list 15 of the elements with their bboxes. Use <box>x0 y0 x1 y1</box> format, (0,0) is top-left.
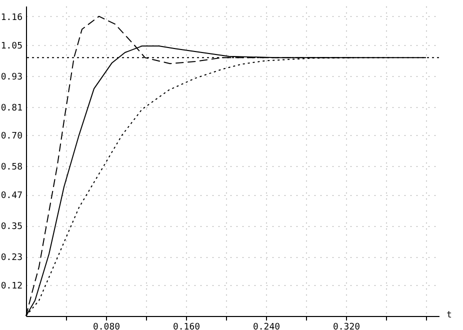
y-tick-label: 0.70 <box>0 132 22 142</box>
y-tick-label: 0.35 <box>0 222 22 232</box>
y-tick-label: 0.23 <box>0 253 22 264</box>
y-tick-label: 0.47 <box>0 191 22 202</box>
y-tick-label: 0.81 <box>0 103 22 114</box>
x-tick-label: 0.240 <box>252 322 280 330</box>
x-tick-label: 0.080 <box>92 322 120 330</box>
y-tick-label: 1.05 <box>0 41 22 52</box>
x-tick-label: 0.320 <box>332 322 360 330</box>
x-tick-label: 0.160 <box>172 322 200 330</box>
y-tick-label: 0.93 <box>0 72 22 82</box>
y-tick-label: 1.16 <box>0 12 22 23</box>
x-axis-title: t <box>446 310 452 320</box>
y-tick-label: 0.12 <box>0 282 22 292</box>
y-tick-label: 0.58 <box>0 162 22 173</box>
